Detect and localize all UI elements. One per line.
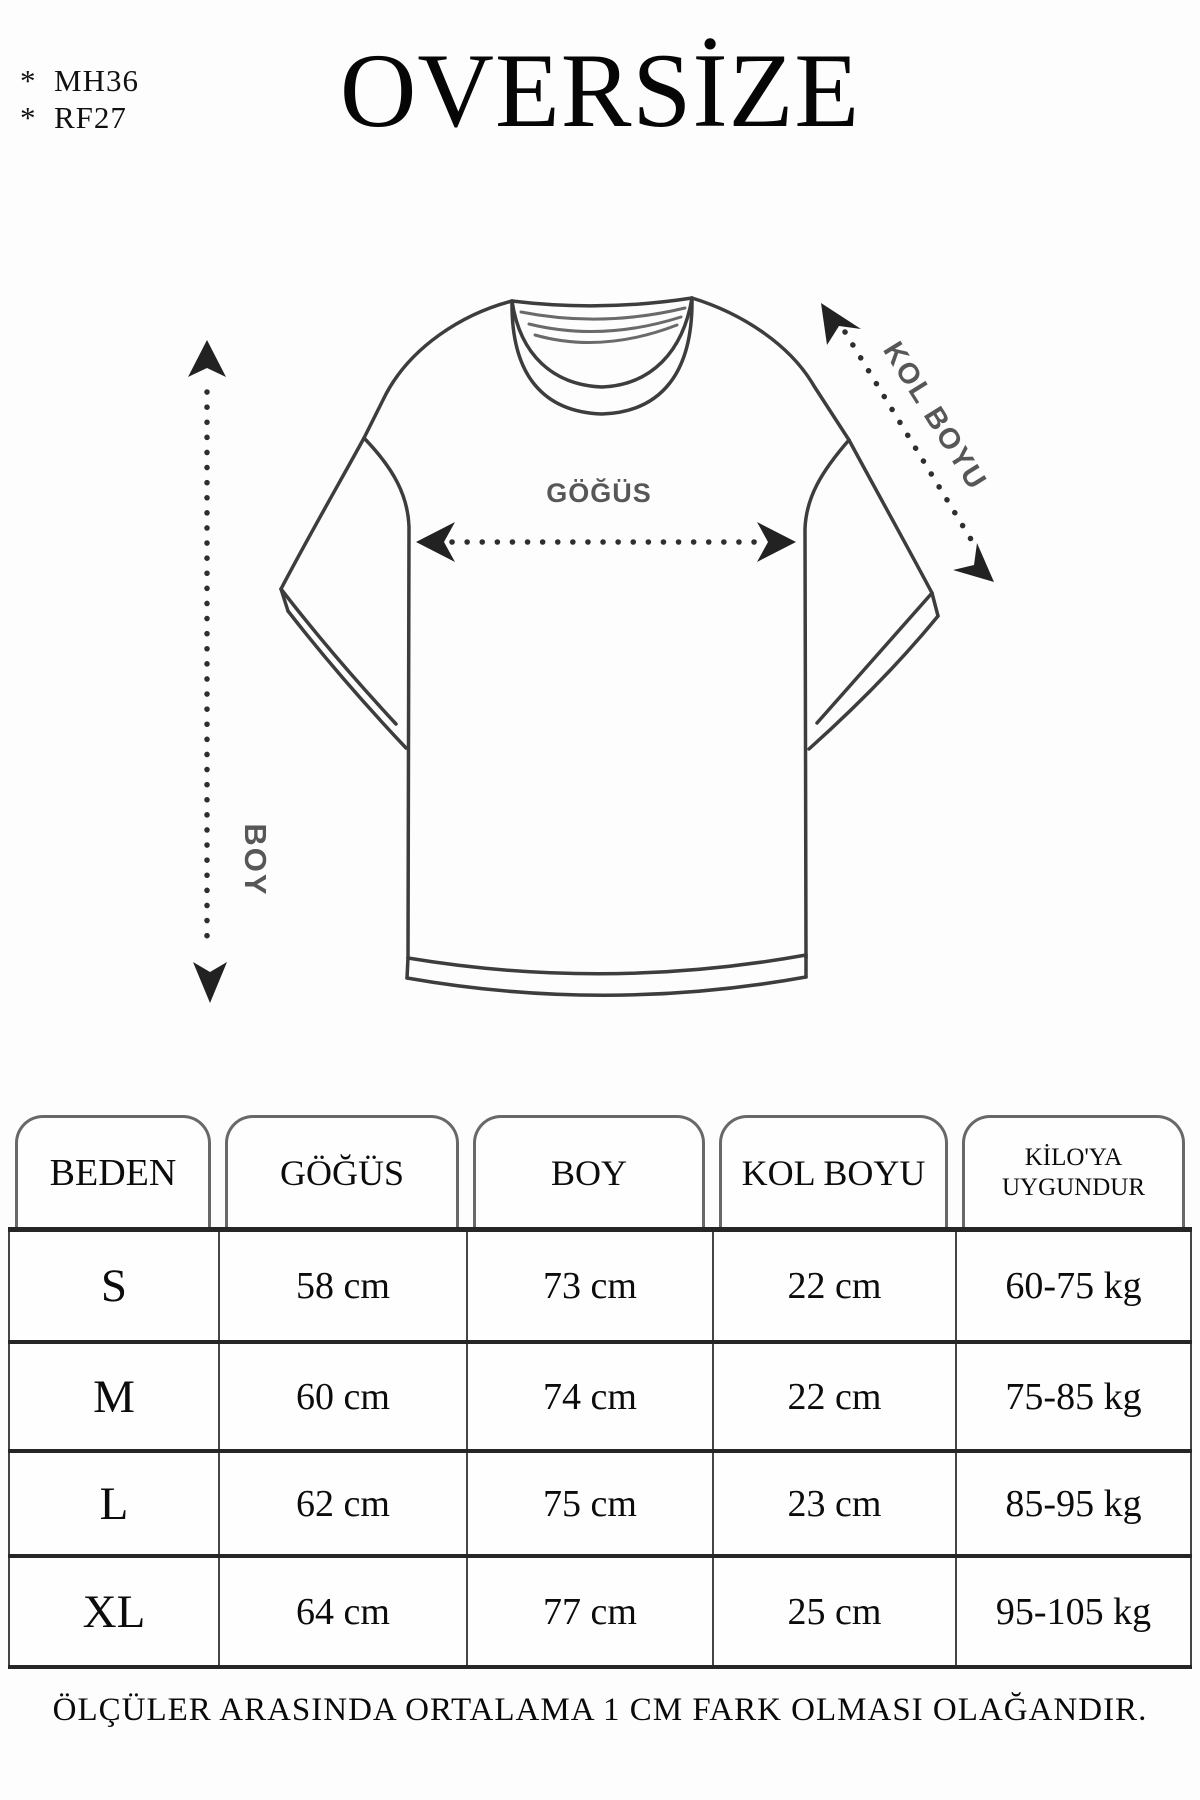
cell-chest: 58 cm (218, 1232, 466, 1340)
cell-sleeve: 22 cm (712, 1232, 955, 1340)
arrowhead-right-icon (757, 522, 796, 562)
header-gogus: GÖĞÜS (225, 1115, 459, 1227)
chest-arrow (416, 522, 796, 562)
cell-sleeve: 25 cm (712, 1558, 955, 1665)
cell-weight: 85-95 kg (955, 1453, 1192, 1554)
cell-length: 75 cm (466, 1453, 712, 1554)
arrowhead-left-icon (416, 522, 455, 562)
cell-weight: 95-105 kg (955, 1558, 1192, 1665)
size-table-body: S 58 cm 73 cm 22 cm 60-75 kg M 60 cm 74 … (8, 1227, 1192, 1669)
sleeve-arrow (821, 303, 994, 582)
cell-size: XL (8, 1558, 218, 1665)
cell-weight: 60-75 kg (955, 1232, 1192, 1340)
cell-length: 73 cm (466, 1232, 712, 1340)
sleeve-label: KOL BOYU (876, 336, 992, 496)
header-beden: BEDEN (15, 1115, 211, 1227)
size-table-header: BEDEN GÖĞÜS BOY KOL BOYU KİLO'YA UYGUNDU… (8, 1115, 1192, 1227)
cell-length: 74 cm (466, 1344, 712, 1449)
cell-length: 77 cm (466, 1558, 712, 1665)
cell-size: S (8, 1232, 218, 1340)
table-row-xl: XL 64 cm 77 cm 25 cm 95-105 kg (8, 1558, 1192, 1665)
length-label: BOY (238, 823, 273, 896)
cell-chest: 62 cm (218, 1453, 466, 1554)
page-title: OVERSİZE (339, 32, 861, 149)
arrowhead-down-right-icon (953, 543, 994, 582)
header-boy: BOY (473, 1115, 705, 1227)
arrowhead-down-icon (193, 962, 227, 1003)
cell-size: L (8, 1453, 218, 1554)
arrowhead-up-right-icon (821, 303, 861, 345)
cell-chest: 64 cm (218, 1558, 466, 1665)
product-code-1: * MH36 (20, 63, 139, 98)
tshirt-drawing (279, 296, 940, 997)
table-row-m: M 60 cm 74 cm 22 cm 75-85 kg (8, 1344, 1192, 1453)
table-row-s: S 58 cm 73 cm 22 cm 60-75 kg (8, 1232, 1192, 1344)
header-kiloya-uygundur: KİLO'YA UYGUNDUR (962, 1115, 1185, 1227)
length-arrow (188, 340, 227, 1003)
chest-label: GÖĞÜS (546, 477, 652, 508)
arrowhead-up-icon (188, 340, 226, 377)
tshirt-measurement-diagram: BOY GÖĞÜS KOL BOYU (188, 296, 994, 1003)
header-kol-boyu: KOL BOYU (719, 1115, 948, 1227)
table-row-l: L 62 cm 75 cm 23 cm 85-95 kg (8, 1453, 1192, 1558)
product-code-2: * RF27 (20, 100, 127, 135)
cell-size: M (8, 1344, 218, 1449)
tolerance-note: ÖLÇÜLER ARASINDA ORTALAMA 1 CM FARK OLMA… (52, 1692, 1148, 1728)
size-table: BEDEN GÖĞÜS BOY KOL BOYU KİLO'YA UYGUNDU… (8, 1115, 1192, 1669)
cell-sleeve: 22 cm (712, 1344, 955, 1449)
cell-weight: 75-85 kg (955, 1344, 1192, 1449)
cell-chest: 60 cm (218, 1344, 466, 1449)
cell-sleeve: 23 cm (712, 1453, 955, 1554)
product-codes: * MH36 * RF27 (20, 62, 139, 136)
